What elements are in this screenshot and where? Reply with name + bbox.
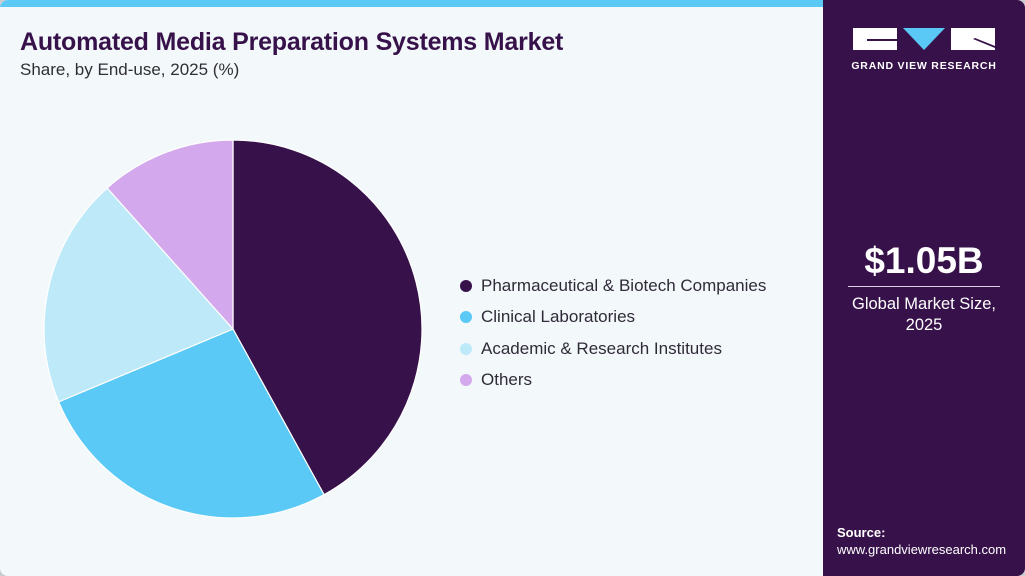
pie-slice-1 (57, 328, 325, 519)
chart-subtitle: Share, by End-use, 2025 (%) (20, 60, 240, 79)
legend-dot-icon (460, 279, 472, 292)
sidebar-panel: GRAND VIEW RESEARCH $1.05B Global Market… (823, 0, 1025, 576)
legend-dot-icon (460, 311, 472, 324)
top-accent-bar (0, 0, 823, 7)
pie-slice-2 (43, 187, 235, 403)
legend-item-clinical: Clinical Laboratories (460, 302, 766, 334)
legend-label: Academic & Research Institutes (481, 338, 722, 358)
legend-label: Others (481, 370, 533, 390)
market-size-label: Global Market Size, 2025 (823, 294, 1025, 336)
legend-label: Clinical Laboratories (481, 307, 636, 327)
brand-name: GRAND VIEW RESEARCH (851, 60, 997, 72)
chart-title: Automated Media Preparation Systems Mark… (20, 28, 564, 56)
gvr-logo-icon (853, 28, 995, 50)
source-url: www.grandviewresearch.com (837, 542, 1007, 557)
pie-slice-3 (106, 139, 234, 331)
market-size-value: $1.05B (864, 240, 984, 281)
market-size-label-line1: Global Market Size, (852, 295, 996, 313)
market-size-label-line2: 2025 (905, 316, 943, 334)
divider (848, 286, 1000, 287)
legend-dot-icon (460, 374, 472, 387)
legend-item-pharma: Pharmaceutical & Biotech Companies (460, 270, 766, 302)
pie-chart (43, 139, 423, 519)
pie-slice-0 (232, 139, 423, 496)
legend-label: Pharmaceutical & Biotech Companies (481, 275, 767, 295)
legend-item-others: Others (460, 365, 766, 397)
legend-dot-icon (460, 342, 472, 355)
source-label: Source: (837, 525, 886, 540)
legend: Pharmaceutical & Biotech Companies Clini… (460, 270, 766, 396)
legend-item-academic: Academic & Research Institutes (460, 333, 766, 365)
